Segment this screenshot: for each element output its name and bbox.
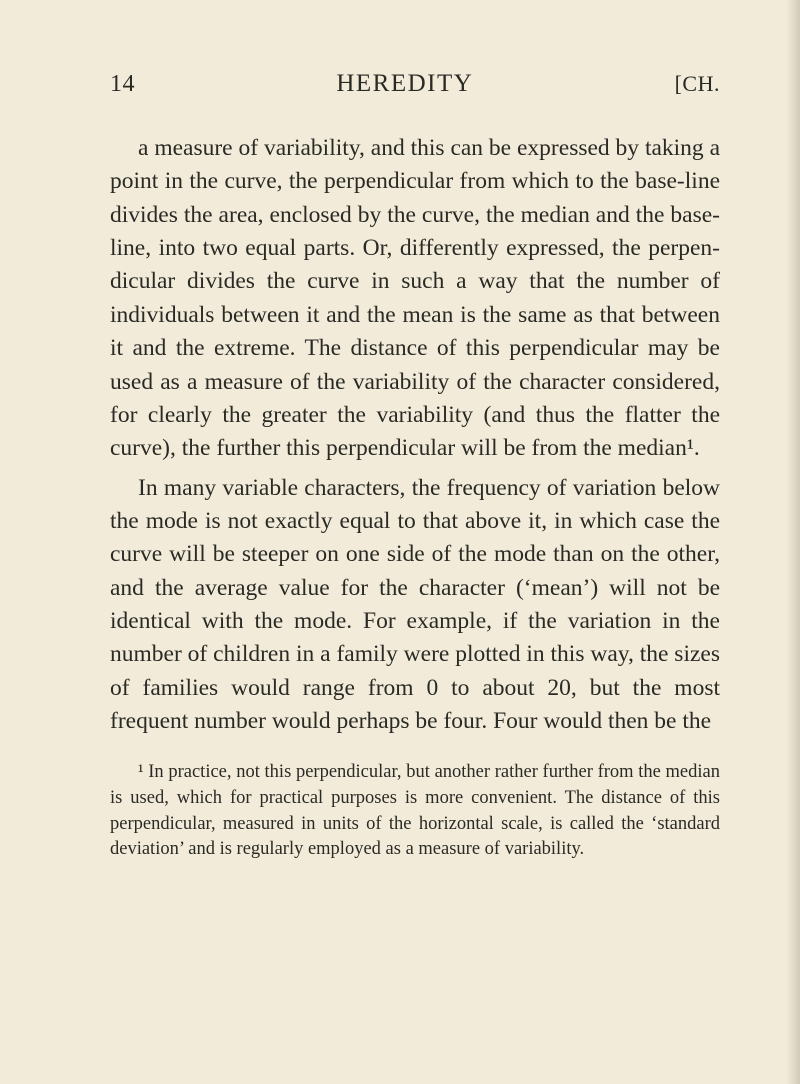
page-number: 14	[110, 71, 135, 98]
running-head: 14 HEREDITY [CH.	[110, 70, 720, 98]
page-title: HEREDITY	[336, 70, 473, 98]
page-edge-shadow	[786, 0, 800, 1084]
book-page: 14 HEREDITY [CH. a measure of variabilit…	[0, 0, 800, 1084]
body-paragraph: In many variable characters, the frequen…	[110, 472, 720, 739]
footnote: ¹ In practice, not this perpendicular, b…	[110, 760, 720, 862]
body-paragraph: a measure of variability, and this can b…	[110, 132, 720, 466]
chapter-mark: [CH.	[675, 71, 720, 97]
